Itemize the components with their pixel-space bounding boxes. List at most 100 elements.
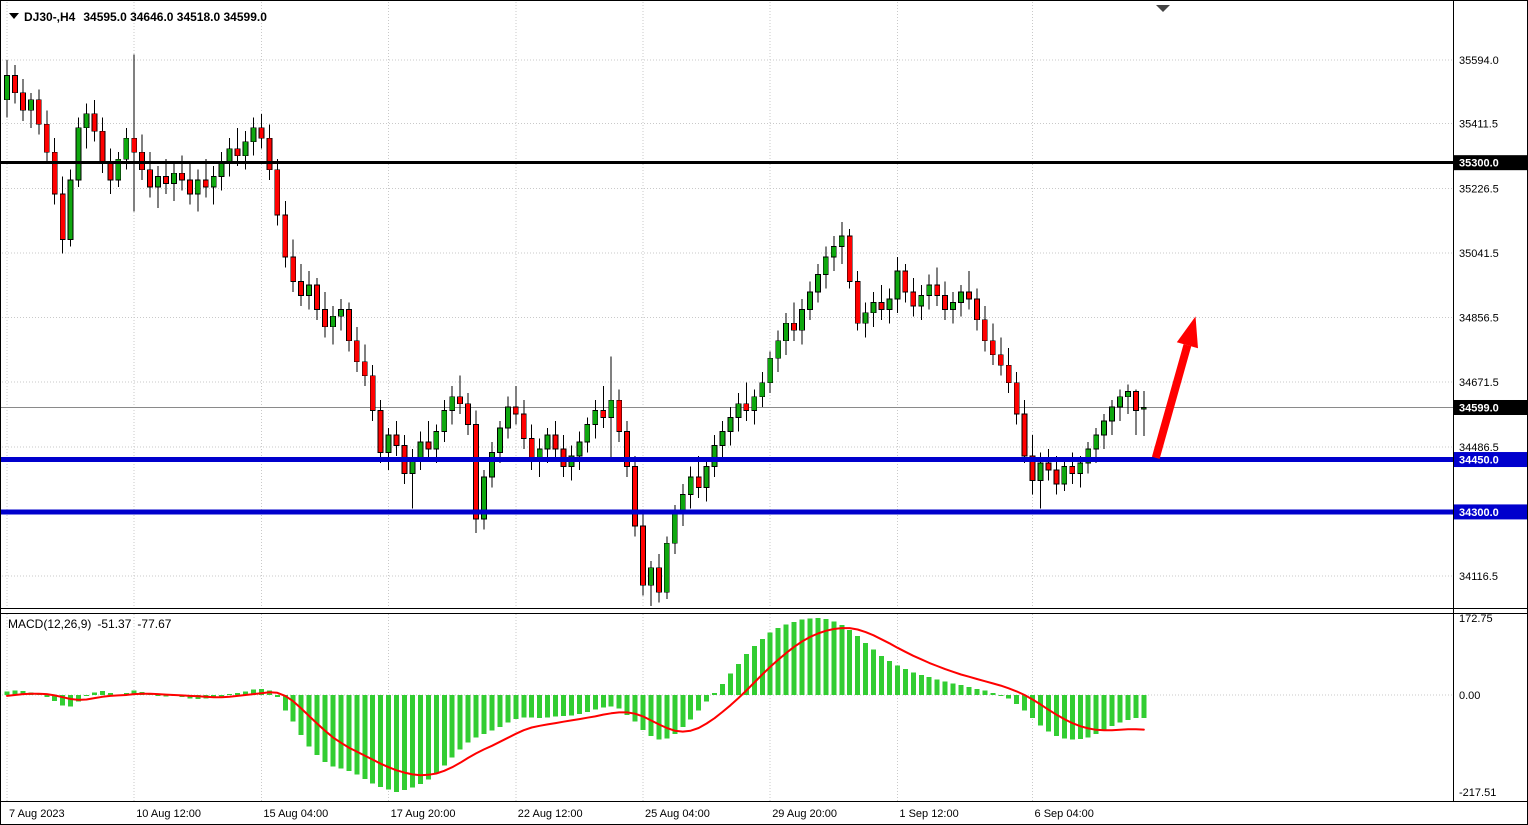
candle-body-down — [147, 169, 154, 188]
candle-body-up — [815, 274, 821, 293]
candle-body-down — [974, 298, 980, 321]
macd-histogram-bar — [521, 695, 527, 718]
macd-histogram-bar — [799, 619, 805, 695]
time-tick-label: 7 Aug 2023 — [9, 808, 65, 820]
candle-body-down — [425, 441, 432, 450]
candle-body-up — [1117, 396, 1123, 408]
candle-body-down — [981, 319, 988, 342]
candle-body-down — [473, 424, 479, 520]
candle-body-down — [695, 476, 702, 488]
candle-body-up — [1077, 462, 1084, 474]
macd-histogram-bar — [155, 695, 161, 696]
macd-histogram-bar — [704, 695, 710, 702]
candle-body-down — [51, 151, 58, 195]
candle-body-up — [759, 382, 766, 398]
candle-body-down — [322, 308, 328, 328]
candle-body-up — [218, 162, 225, 178]
resistance-line-35300-tag-label: 35300.0 — [1459, 158, 1499, 170]
candle-body-down — [743, 403, 750, 412]
macd-histogram-bar — [4, 691, 10, 695]
candle-body-down — [640, 525, 646, 586]
candle-body-down — [997, 354, 1004, 366]
macd-histogram-bar — [942, 681, 948, 695]
macd-histogram-bar — [902, 669, 908, 695]
candle-body-up — [504, 406, 511, 429]
macd-histogram-bar — [497, 695, 503, 728]
trend-arrow-head[interactable] — [1176, 316, 1198, 349]
candle-body-down — [528, 438, 535, 460]
macd-axis[interactable]: 172.75 0.00 -217.51 — [1459, 613, 1496, 799]
macd-histogram-bar — [934, 679, 940, 695]
candle-body-up — [226, 148, 233, 164]
candle-body-up — [75, 127, 82, 181]
candle-body-up — [735, 403, 742, 419]
macd-histogram-bar — [576, 695, 582, 715]
macd-histogram-bar — [823, 619, 829, 695]
macd-histogram-bar — [648, 695, 654, 737]
candle-body-down — [274, 169, 281, 216]
macd-histogram-bar — [735, 663, 741, 695]
macd-histogram-bar — [258, 688, 264, 695]
candle-body-down — [258, 127, 265, 139]
macd-histogram-bar — [433, 695, 439, 774]
candle-body-down — [107, 162, 114, 181]
macd-histogram-bar — [449, 695, 455, 758]
candle-body-up — [385, 434, 392, 453]
candle-body-down — [266, 137, 273, 171]
macd-histogram-bar — [656, 695, 662, 740]
macd-histogram-bar — [338, 695, 344, 769]
symbol-dropdown-icon[interactable] — [9, 13, 19, 19]
candle-body-down — [1005, 364, 1012, 384]
macd-histogram-bar — [727, 673, 733, 695]
support-line-34450-tag-label: 34450.0 — [1459, 455, 1499, 467]
macd-histogram-bar — [84, 695, 89, 696]
macd-histogram-bar — [807, 618, 813, 695]
macd-histogram-bar — [918, 674, 924, 695]
candle-body-up — [250, 127, 257, 143]
candle-body-down — [616, 399, 623, 432]
candle-body-up — [783, 322, 789, 342]
candle-body-down — [186, 179, 193, 195]
candle-body-up — [83, 113, 90, 129]
macd-histogram-bar — [1093, 695, 1099, 735]
candle-body-up — [27, 99, 34, 111]
chart-ohlc-quote: 34595.0 34646.0 34518.0 34599.0 — [83, 10, 267, 24]
candle-body-up — [958, 291, 964, 303]
candle-body-up — [687, 476, 694, 495]
macd-histogram-bar — [1061, 695, 1067, 739]
macd-tick-label: 0.00 — [1459, 690, 1480, 702]
price-axis[interactable]: 35594.0 35411.5 35226.5 35041.5 34856.5 34671… — [1459, 55, 1499, 583]
candle-body-down — [910, 291, 917, 307]
time-axis[interactable]: 7 Aug 2023 10 Aug 12:00 15 Aug 04:00 17 Aug… — [9, 808, 1094, 820]
macd-histogram-bar — [600, 695, 606, 708]
candle-body-down — [457, 396, 464, 405]
candle-body-down — [361, 361, 368, 377]
time-tick-label: 15 Aug 04:00 — [263, 808, 328, 820]
macd-histogram-bar — [394, 695, 400, 792]
candle-body-up — [441, 410, 448, 432]
macd-histogram-bar — [958, 685, 964, 695]
candle-body-up — [608, 399, 615, 419]
candle-body-up — [337, 308, 344, 317]
support-line-34300-tag — [1454, 504, 1527, 520]
macd-histogram-bar — [44, 695, 50, 697]
macd-histogram-bar — [52, 695, 58, 702]
candle-body-up — [1093, 434, 1100, 450]
price-gridlines — [2, 59, 1453, 577]
trend-arrow-shaft[interactable] — [1151, 344, 1192, 459]
macd-histogram-bar — [561, 695, 566, 716]
macd-main-value: -51.37 — [97, 617, 131, 631]
candle-body-down — [1045, 462, 1052, 471]
candle-body-up — [679, 494, 686, 513]
macd-histogram-bar — [712, 692, 718, 695]
candle-body-up — [123, 137, 130, 160]
macd-histogram-bar — [592, 695, 598, 710]
chart-shift-marker[interactable] — [1156, 5, 1170, 12]
macd-histogram-bar — [1085, 695, 1091, 738]
macd-histogram-bar — [250, 689, 256, 695]
candle-body-down — [632, 466, 638, 527]
time-tick-label: 1 Sep 12:00 — [899, 808, 958, 820]
candle-body-up — [194, 179, 201, 195]
macd-histogram-bar — [632, 695, 638, 722]
